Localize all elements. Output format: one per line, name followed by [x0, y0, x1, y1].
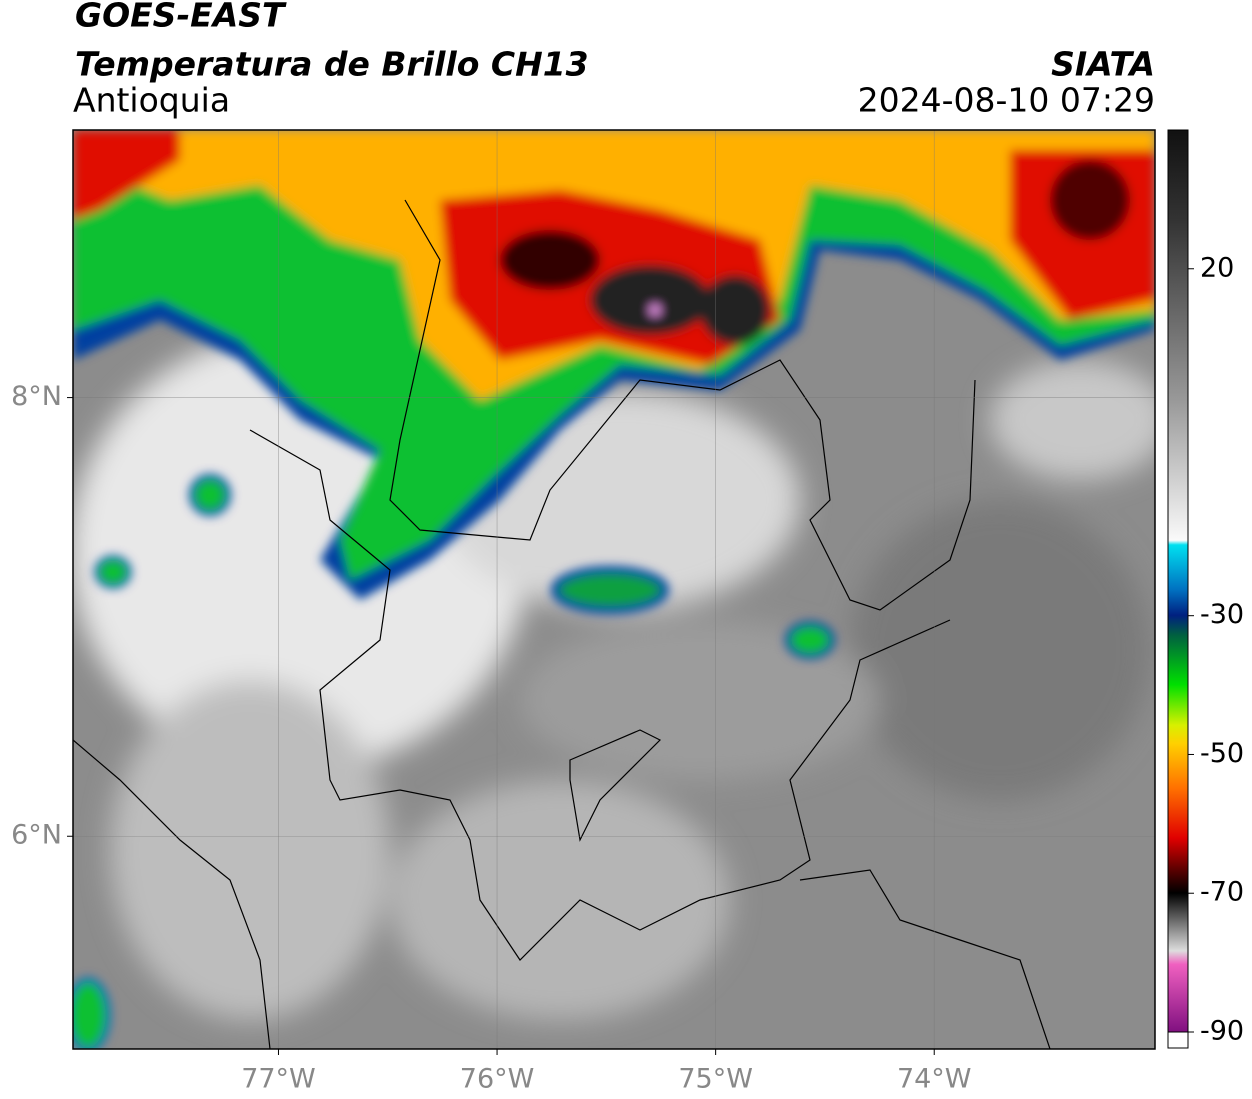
- colorbar-tick-label: -90: [1200, 1016, 1244, 1047]
- colorbar: [1167, 129, 1189, 1033]
- map-frame: [72, 129, 1156, 1050]
- datetime: 2024-08-10 07:29: [858, 81, 1155, 120]
- lon-tick-label: 74°W: [897, 1064, 972, 1095]
- lat-tick-label: 6°N: [11, 820, 62, 851]
- lon-tick-label: 76°W: [460, 1064, 535, 1095]
- colorbar-extension: [1167, 1031, 1189, 1049]
- satellite-image: [73, 130, 1155, 1049]
- lon-tick-label: 75°W: [678, 1064, 753, 1095]
- lat-tick-label: 8°N: [11, 381, 62, 412]
- colorbar-tick-label: -30: [1200, 599, 1244, 630]
- title: GOES-EAST: [75, 0, 287, 35]
- colorbar-tick-label: -70: [1200, 877, 1244, 908]
- colorbar-tick-label: -50: [1200, 738, 1244, 769]
- source: SIATA: [1051, 45, 1155, 84]
- colorbar-tick-label: 20: [1200, 252, 1234, 283]
- region: Antioquia: [73, 81, 230, 120]
- lon-tick-label: 77°W: [241, 1064, 316, 1095]
- subtitle: Temperatura de Brillo CH13: [75, 45, 589, 84]
